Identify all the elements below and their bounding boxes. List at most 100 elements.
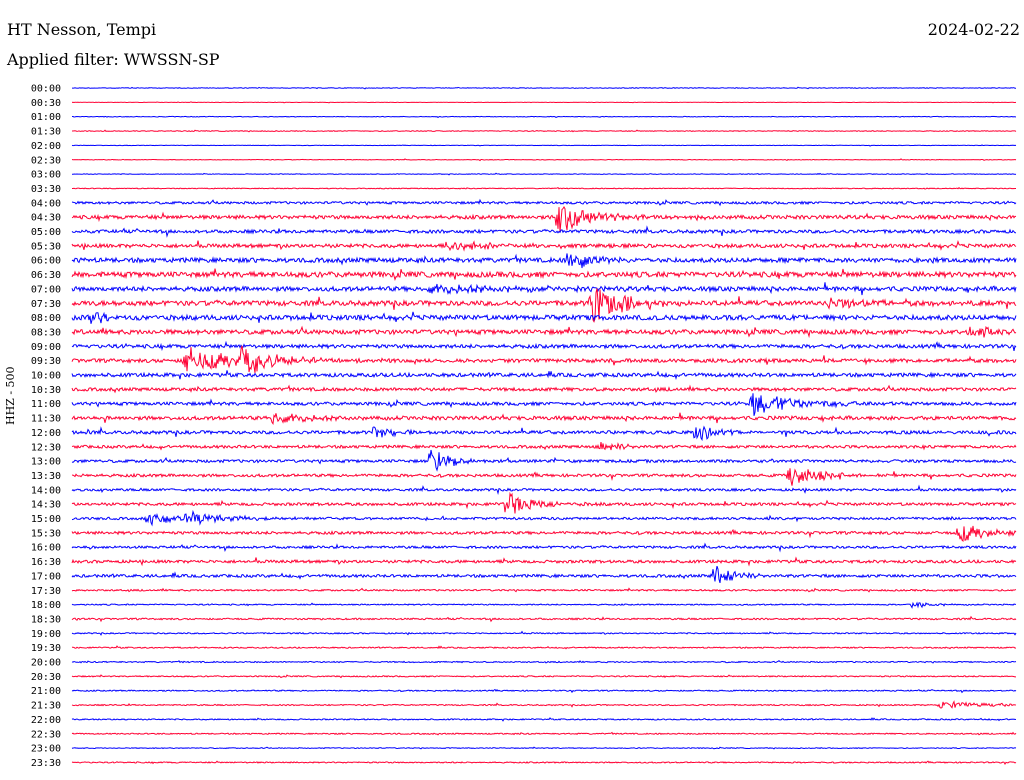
trace-row (71, 225, 1016, 238)
trace-row (71, 746, 1017, 750)
trace-row (71, 556, 1017, 567)
row-time-label: 04:00 (31, 198, 61, 209)
trace-row (71, 717, 1017, 722)
trace-row (71, 760, 1017, 765)
row-time-label: 01:00 (31, 112, 61, 123)
trace-row (71, 542, 1017, 553)
trace-row (71, 587, 1017, 593)
station-title: HT Nesson, Tempi (7, 20, 157, 39)
trace-row (71, 645, 1017, 650)
row-time-label: 21:30 (31, 701, 61, 712)
trace-row (71, 660, 1017, 664)
row-time-label: 23:00 (31, 744, 61, 755)
row-time-label: 20:00 (31, 658, 61, 669)
row-time-label: 23:30 (31, 758, 61, 769)
row-time-label: 08:00 (31, 313, 61, 324)
trace-row (71, 700, 1017, 709)
trace-row (71, 370, 1017, 380)
row-time-label: 01:30 (31, 127, 61, 138)
row-time-label: 09:00 (31, 342, 61, 353)
row-time-label: 03:00 (31, 170, 61, 181)
trace-row (71, 282, 1017, 296)
trace-row (71, 565, 1017, 584)
row-time-label: 17:30 (31, 586, 61, 597)
trace-row (71, 340, 1017, 352)
row-time-label: 11:00 (31, 399, 61, 410)
row-time-label: 17:00 (31, 571, 61, 582)
row-time-label: 12:30 (31, 442, 61, 453)
trace-row (71, 630, 1017, 636)
trace-row (72, 468, 1017, 486)
filter-label: Applied filter: WWSSN-SP (7, 50, 220, 69)
trace-row (71, 615, 1017, 623)
row-time-label: 00:00 (31, 84, 61, 95)
row-time-label: 05:30 (31, 241, 61, 252)
trace-row (71, 484, 1017, 496)
row-time-label: 05:00 (31, 227, 61, 238)
trace-row (71, 144, 1017, 147)
row-time-label: 20:30 (31, 672, 61, 683)
trace-row (71, 311, 1017, 324)
trace-row (71, 601, 1017, 609)
trace-row (71, 491, 1017, 514)
trace-row (72, 115, 1016, 119)
row-time-label: 11:30 (31, 414, 61, 425)
trace-row (72, 186, 1016, 190)
trace-row (71, 688, 1017, 694)
trace-row (71, 239, 1017, 252)
trace-row (71, 198, 1017, 207)
row-time-label: 09:30 (31, 356, 61, 367)
row-time-label: 22:30 (31, 729, 61, 740)
row-time-label: 14:00 (31, 485, 61, 496)
row-time-label: 19:30 (31, 643, 61, 654)
row-time-label: 21:00 (31, 686, 61, 697)
row-time-label: 02:30 (31, 155, 61, 166)
trace-row (72, 86, 1016, 90)
trace-row (72, 172, 1017, 176)
row-time-label: 06:00 (31, 256, 61, 267)
row-time-label: 10:30 (31, 385, 61, 396)
row-time-label: 04:30 (31, 213, 61, 224)
row-time-label: 06:30 (31, 270, 61, 281)
row-time-label: 22:00 (31, 715, 61, 726)
row-time-label: 02:00 (31, 141, 61, 152)
trace-row (71, 674, 1016, 679)
row-time-label: 03:30 (31, 184, 61, 195)
trace-row (71, 325, 1017, 339)
row-time-label: 19:00 (31, 629, 61, 640)
row-time-label: 10:00 (31, 371, 61, 382)
row-time-label: 00:30 (31, 98, 61, 109)
trace-row (71, 206, 1017, 233)
row-time-label: 15:30 (31, 528, 61, 539)
trace-row (71, 731, 1017, 736)
row-time-label: 14:30 (31, 500, 61, 511)
trace-row (71, 393, 1017, 416)
row-time-label: 07:00 (31, 284, 61, 295)
trace-row (71, 412, 1017, 426)
trace-row (71, 288, 1017, 323)
row-time-label: 08:30 (31, 327, 61, 338)
row-time-label: 13:00 (31, 457, 61, 468)
row-time-label: 13:30 (31, 471, 61, 482)
trace-row (71, 525, 1017, 543)
trace-row (71, 101, 1017, 104)
trace-row (71, 442, 1017, 451)
trace-row (72, 129, 1017, 133)
trace-row (71, 253, 1017, 269)
trace-row (71, 449, 1017, 472)
row-time-label: 16:30 (31, 557, 61, 568)
trace-row (71, 425, 1017, 442)
trace-row (71, 509, 1017, 527)
trace-row (71, 268, 1017, 282)
row-time-label: 12:00 (31, 428, 61, 439)
row-time-label: 16:00 (31, 543, 61, 554)
row-time-label: 07:30 (31, 299, 61, 310)
trace-row (71, 345, 1017, 373)
row-time-label: 15:00 (31, 514, 61, 525)
trace-row (71, 384, 1017, 394)
trace-row (71, 158, 1017, 162)
date-label: 2024-02-22 (927, 20, 1020, 39)
row-time-label: 18:00 (31, 600, 61, 611)
